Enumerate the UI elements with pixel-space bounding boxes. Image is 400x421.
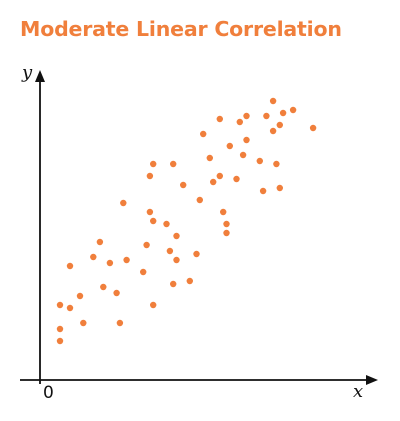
data-point	[223, 220, 230, 228]
data-point	[200, 130, 207, 138]
y-axis-label: y	[21, 62, 33, 83]
data-point	[116, 319, 124, 327]
chart-title: Moderate Linear Correlation	[20, 17, 342, 41]
data-point	[180, 181, 187, 189]
data-point	[163, 220, 170, 228]
data-point	[276, 121, 283, 129]
data-point	[56, 337, 64, 345]
data-point	[269, 127, 277, 135]
data-point	[170, 160, 177, 168]
data-point	[273, 160, 280, 168]
data-point	[150, 301, 157, 309]
data-point	[173, 232, 180, 240]
data-point	[263, 112, 270, 120]
data-point	[226, 142, 233, 150]
data-point	[170, 280, 177, 288]
data-point	[220, 208, 227, 216]
x-axis-arrowhead	[366, 375, 378, 385]
data-point	[150, 160, 157, 168]
data-point	[66, 304, 74, 312]
data-point	[233, 175, 240, 183]
data-point	[56, 325, 64, 333]
data-points	[56, 97, 317, 345]
data-point	[143, 241, 150, 249]
data-point	[216, 172, 223, 180]
data-point	[66, 262, 74, 270]
data-point	[96, 238, 104, 246]
data-point	[196, 196, 203, 204]
data-point	[80, 319, 87, 327]
data-point	[193, 250, 200, 258]
data-point	[259, 187, 267, 195]
data-point	[56, 301, 64, 309]
data-point	[146, 208, 154, 216]
data-point	[236, 118, 243, 126]
data-point	[146, 172, 154, 180]
data-point	[289, 106, 297, 114]
y-axis-arrowhead	[35, 70, 45, 82]
data-point	[216, 115, 223, 123]
data-point	[223, 229, 230, 237]
data-point	[120, 199, 127, 207]
data-point	[166, 247, 174, 255]
data-point	[123, 256, 130, 264]
x-axis-label: x	[353, 381, 363, 402]
data-point	[206, 154, 213, 162]
data-point	[239, 151, 247, 159]
data-point	[76, 292, 84, 300]
data-point	[210, 178, 217, 186]
data-point	[140, 268, 147, 276]
data-point	[106, 259, 114, 267]
data-point	[243, 112, 250, 120]
data-point	[276, 184, 283, 192]
origin-tick-label: 0	[43, 383, 54, 403]
data-point	[243, 136, 250, 144]
data-point	[256, 157, 263, 165]
data-point	[173, 256, 180, 264]
data-point	[150, 217, 157, 225]
data-point	[90, 253, 97, 261]
data-point	[309, 124, 317, 132]
data-point	[269, 97, 277, 105]
data-point	[100, 283, 107, 291]
data-point	[113, 289, 120, 297]
data-point	[279, 109, 287, 117]
data-point	[186, 277, 193, 285]
